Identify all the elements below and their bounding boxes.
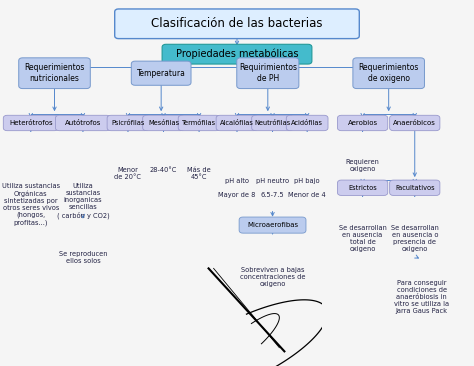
Text: Requerimientos
de oxigeno: Requerimientos de oxigeno <box>358 63 419 83</box>
Text: Autótrofos: Autótrofos <box>65 120 101 126</box>
FancyBboxPatch shape <box>239 217 306 233</box>
Text: Facultativos: Facultativos <box>395 185 435 191</box>
FancyBboxPatch shape <box>3 115 58 131</box>
Text: Se reproducen
ellos solos: Se reproducen ellos solos <box>59 251 107 264</box>
Text: Se desarrollan
en ausencia o
presencia de
oxigeno: Se desarrollan en ausencia o presencia d… <box>391 225 439 252</box>
Text: Utiliza
sustancias
inorganicas
sencillas
( carbón y CO2): Utiliza sustancias inorganicas sencillas… <box>56 183 109 219</box>
Text: pH bajo

Menor de 4: pH bajo Menor de 4 <box>288 178 326 198</box>
Text: Alcalófilas: Alcalófilas <box>220 120 254 126</box>
Text: pH alto

Mayor de 8: pH alto Mayor de 8 <box>219 178 255 198</box>
FancyBboxPatch shape <box>390 115 440 131</box>
Text: Termófilas: Termófilas <box>182 120 216 126</box>
FancyBboxPatch shape <box>252 115 293 131</box>
Text: Microaerofibas: Microaerofibas <box>247 222 298 228</box>
Text: Estrictos: Estrictos <box>348 185 377 191</box>
Text: Mesófilas: Mesófilas <box>148 120 179 126</box>
Text: Utiliza sustancias
Orgánicas
sintetizadas por
otros seres vivos
(hongos,
profita: Utiliza sustancias Orgánicas sintetizada… <box>2 183 60 225</box>
Text: Requieren
oxigeno: Requieren oxigeno <box>346 159 380 172</box>
FancyBboxPatch shape <box>237 58 299 89</box>
Text: Para conseguir
condiciones de
anaeróbiosis in
vitro se utiliza la
Jarra Gaus Pac: Para conseguir condiciones de anaeróbios… <box>394 280 449 314</box>
Text: Neutrófilas: Neutrófilas <box>255 120 291 126</box>
FancyBboxPatch shape <box>115 9 359 39</box>
FancyBboxPatch shape <box>337 180 388 195</box>
FancyBboxPatch shape <box>390 180 440 195</box>
FancyBboxPatch shape <box>162 44 312 64</box>
FancyBboxPatch shape <box>131 61 191 85</box>
Text: Propiedades metabólicas: Propiedades metabólicas <box>176 49 298 59</box>
Text: Menor
de 20°C: Menor de 20°C <box>115 167 141 180</box>
Text: Acidófilas: Acidófilas <box>291 120 323 126</box>
Text: Sobreviven a bajas
concentraciones de
oxigeno: Sobreviven a bajas concentraciones de ox… <box>240 267 305 287</box>
FancyBboxPatch shape <box>337 115 388 131</box>
Text: Heterótrofos: Heterótrofos <box>9 120 53 126</box>
FancyBboxPatch shape <box>143 115 184 131</box>
Text: Anaeróbicos: Anaeróbicos <box>393 120 436 126</box>
FancyBboxPatch shape <box>286 115 328 131</box>
Text: Clasificación de las bacterias: Clasificación de las bacterias <box>151 17 323 30</box>
Text: 28-40°C: 28-40°C <box>150 167 177 172</box>
Text: Requirimientos
de PH: Requirimientos de PH <box>239 63 297 83</box>
Text: Psicrófilas: Psicrófilas <box>111 120 145 126</box>
FancyBboxPatch shape <box>178 115 220 131</box>
Text: Aerobios: Aerobios <box>347 120 378 126</box>
FancyBboxPatch shape <box>353 58 424 89</box>
FancyBboxPatch shape <box>55 115 110 131</box>
Text: Requerimientos
nutricionales: Requerimientos nutricionales <box>24 63 85 83</box>
Text: pH neutro

6.5-7.5: pH neutro 6.5-7.5 <box>256 178 289 198</box>
Text: Más de
45°C: Más de 45°C <box>187 167 211 180</box>
Text: Temperatura: Temperatura <box>137 69 186 78</box>
FancyBboxPatch shape <box>18 58 90 89</box>
Text: Se desarrollan
en ausencia
total de
oxigeno: Se desarrollan en ausencia total de oxig… <box>338 225 387 252</box>
FancyBboxPatch shape <box>216 115 258 131</box>
FancyBboxPatch shape <box>107 115 149 131</box>
